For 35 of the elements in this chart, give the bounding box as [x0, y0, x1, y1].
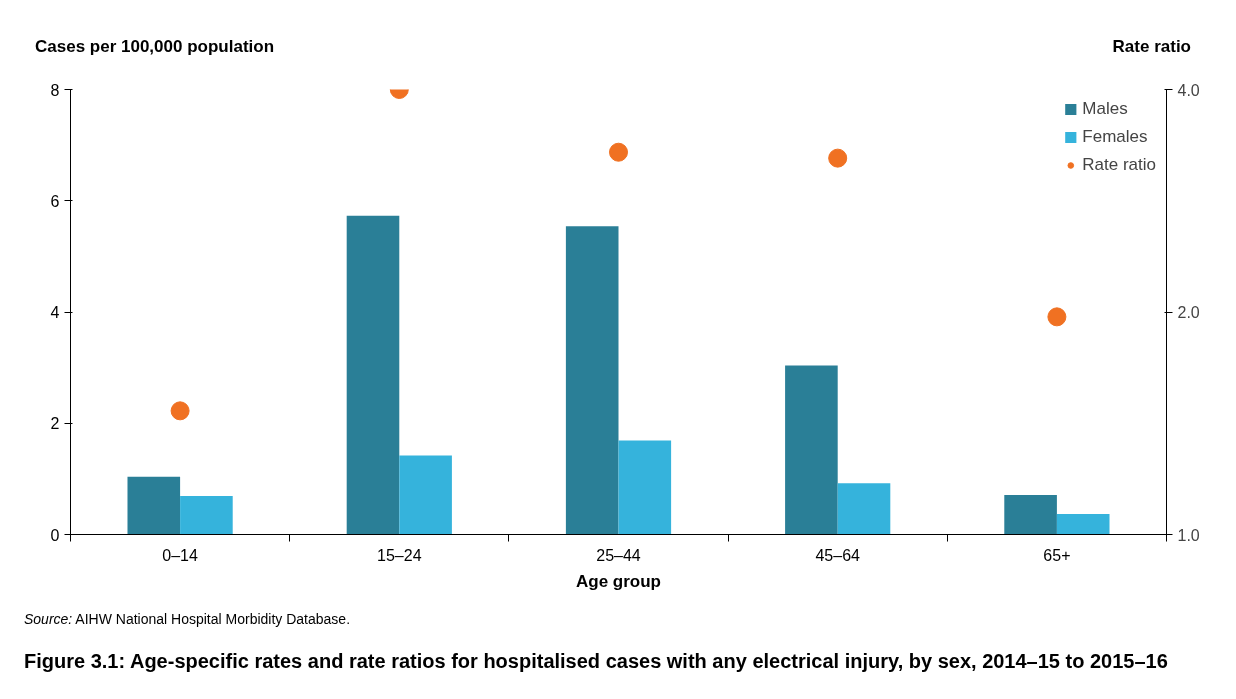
x-tick-label: 25–44 [596, 546, 641, 564]
bar [346, 216, 400, 535]
y-tick-label: 6 [50, 193, 60, 211]
point [828, 148, 848, 168]
y2-tick-label: 1.0 [1177, 526, 1200, 544]
y-axis-title: Cases per 100,000 population [35, 36, 275, 58]
x-axis-title: Age group [576, 571, 661, 591]
legend-label: Females [1082, 127, 1148, 148]
source-note: Source: AIHW National Hospital Morbidity Database. [24, 610, 351, 630]
x-tick-label: 45–64 [815, 546, 861, 564]
bar [565, 226, 619, 535]
bar [1004, 495, 1057, 535]
bar [127, 476, 181, 535]
y-tick-label: 0 [50, 526, 60, 544]
bar [399, 455, 452, 535]
bar [618, 440, 672, 535]
text: Figure 3.1: Age-specific rates and rate ratios for hospitalised cases with any electrical injury, by sex, 2014–15 to 2015–16 [24, 649, 1168, 675]
y2-tick-label: 4.0 [1177, 81, 1200, 99]
legend-label: Rate ratio [1082, 155, 1156, 176]
x-tick-label: 15–24 [377, 546, 422, 564]
y2-tick-label: 2.0 [1177, 304, 1200, 322]
x-tick-label: 0–14 [162, 546, 198, 564]
point [170, 401, 190, 421]
bar [837, 483, 891, 535]
bar [180, 496, 233, 535]
bar [1056, 514, 1110, 535]
y-tick-label: 8 [50, 81, 60, 99]
bar [785, 365, 838, 535]
x-tick-label: 65+ [1043, 546, 1071, 564]
legend-label: Males [1082, 99, 1128, 120]
y-tick-label: 4 [50, 304, 60, 322]
point [609, 143, 628, 162]
point [1047, 307, 1067, 327]
y2-axis-title: Rate ratio [1112, 36, 1191, 58]
y-tick-label: 2 [50, 415, 60, 433]
